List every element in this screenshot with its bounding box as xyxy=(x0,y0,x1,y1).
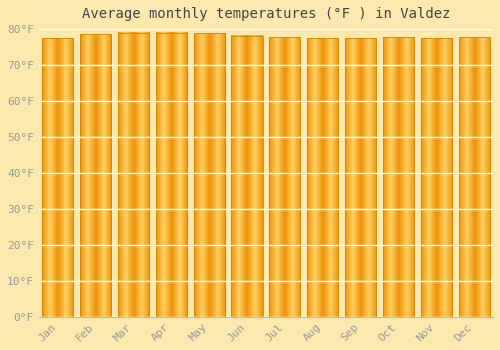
Bar xyxy=(232,36,262,317)
Bar xyxy=(345,38,376,317)
Bar xyxy=(383,37,414,317)
Bar xyxy=(118,33,149,317)
Bar xyxy=(270,37,300,317)
Bar xyxy=(194,33,224,317)
Bar xyxy=(80,34,111,317)
Title: Average monthly temperatures (°F ) in Valdez: Average monthly temperatures (°F ) in Va… xyxy=(82,7,450,21)
Bar xyxy=(42,38,74,317)
Bar xyxy=(421,38,452,317)
Bar xyxy=(307,38,338,317)
Bar xyxy=(458,37,490,317)
Bar xyxy=(156,33,187,317)
